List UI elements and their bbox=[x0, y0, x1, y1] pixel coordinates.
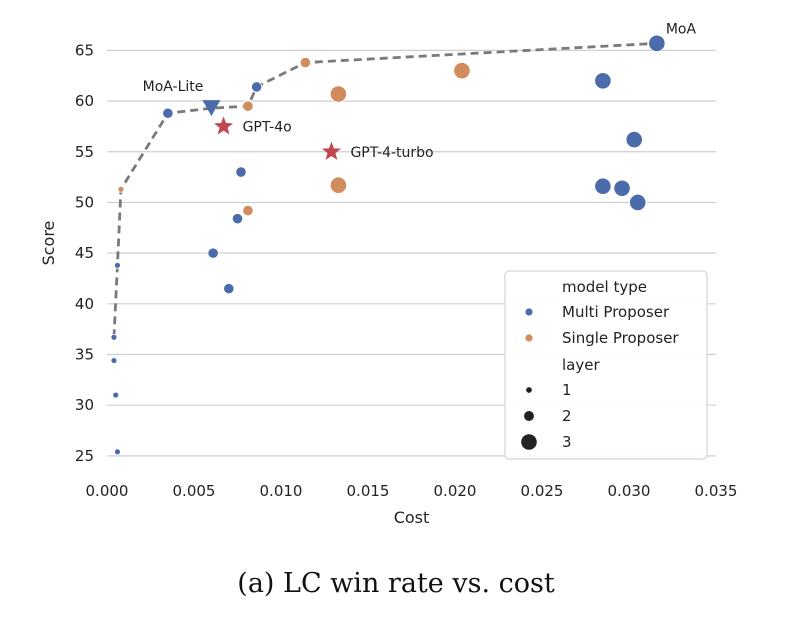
y-tick-label: 35 bbox=[75, 346, 94, 364]
moa-label: MoA bbox=[666, 21, 697, 37]
y-axis-label: Score bbox=[39, 221, 58, 266]
data-point bbox=[453, 62, 471, 80]
legend-layer-label: 2 bbox=[562, 407, 572, 425]
data-point bbox=[231, 213, 244, 225]
x-axis-label: Cost bbox=[394, 508, 430, 527]
x-tick-label: 0.025 bbox=[521, 482, 564, 500]
data-point bbox=[242, 100, 254, 112]
legend-swatch-single bbox=[525, 334, 533, 342]
data-point bbox=[648, 34, 666, 52]
x-tick-label: 0.010 bbox=[260, 482, 303, 500]
moa-lite-marker bbox=[202, 100, 221, 117]
data-point bbox=[625, 131, 643, 149]
data-point bbox=[235, 166, 247, 178]
x-tick-label: 0.005 bbox=[173, 482, 216, 500]
data-point bbox=[329, 85, 348, 103]
x-tick-label: 0.000 bbox=[86, 482, 129, 500]
data-point bbox=[594, 72, 612, 90]
data-point bbox=[117, 185, 125, 193]
data-point bbox=[162, 107, 174, 119]
legend-size-swatch bbox=[526, 387, 532, 393]
data-point bbox=[112, 391, 120, 399]
x-tick-label: 0.015 bbox=[347, 482, 390, 500]
data-point bbox=[242, 204, 254, 217]
data-point bbox=[329, 176, 348, 194]
data-point bbox=[110, 357, 118, 364]
data-point bbox=[629, 193, 647, 212]
legend-title-model-type: model type bbox=[562, 278, 647, 296]
data-point bbox=[251, 81, 263, 93]
legend-swatch-multi bbox=[525, 308, 533, 316]
legend-item-label: Multi Proposer bbox=[562, 303, 670, 321]
star-label: GPT-4o bbox=[243, 119, 292, 135]
y-tick-label: 40 bbox=[75, 295, 94, 313]
y-tick-label: 45 bbox=[75, 244, 94, 262]
chart: 25 30 35 40 45 50 55 60 65 0.000 0.005 0.010 0.015 0.… bbox=[39, 21, 738, 527]
legend-layer-label: 3 bbox=[562, 433, 572, 451]
pareto-frontier-line bbox=[112, 41, 657, 338]
y-tick-label: 60 bbox=[75, 92, 94, 110]
data-point bbox=[613, 179, 631, 197]
x-tick-label: 0.030 bbox=[608, 482, 651, 500]
data-point bbox=[594, 177, 612, 195]
y-tick-label: 50 bbox=[75, 193, 94, 211]
star-marker bbox=[214, 116, 234, 135]
figure-caption: (a) LC win rate vs. cost bbox=[237, 568, 555, 599]
data-point bbox=[114, 448, 121, 456]
data-point bbox=[299, 56, 311, 69]
legend-box bbox=[504, 270, 708, 460]
legend-title-layer: layer bbox=[562, 356, 600, 374]
data-point bbox=[110, 333, 118, 341]
y-tick-label: 25 bbox=[75, 447, 94, 465]
legend-size-swatch bbox=[521, 434, 537, 450]
star-marker bbox=[321, 141, 341, 160]
data-point bbox=[114, 261, 121, 269]
y-tick-label: 55 bbox=[75, 143, 94, 161]
legend-item-label: Single Proposer bbox=[562, 329, 679, 347]
legend-size-swatch bbox=[524, 411, 534, 421]
y-tick-label: 65 bbox=[75, 41, 94, 59]
data-point bbox=[207, 247, 219, 259]
y-tick-label: 30 bbox=[75, 396, 94, 414]
x-tick-label: 0.035 bbox=[695, 482, 738, 500]
x-tick-label: 0.020 bbox=[434, 482, 477, 500]
moa-lite-label: MoA-Lite bbox=[143, 79, 204, 95]
data-point bbox=[223, 283, 235, 295]
legend-layer-label: 1 bbox=[562, 381, 572, 399]
star-label: GPT-4-turbo bbox=[350, 145, 433, 161]
